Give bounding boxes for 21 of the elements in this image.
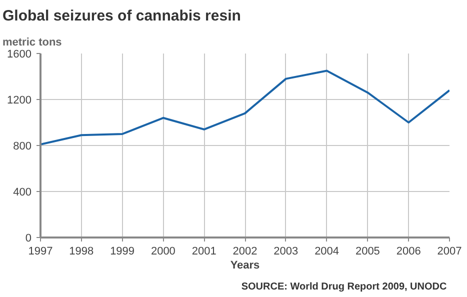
y-tick-label: 800: [13, 140, 32, 152]
x-tick-label: 2001: [192, 246, 216, 258]
y-tick-label: 400: [13, 186, 32, 198]
x-tick-label: 1998: [69, 246, 94, 258]
x-tick-label: 1997: [28, 246, 53, 258]
x-tick-label: 1999: [110, 246, 135, 258]
chart-title: Global seizures of cannabis resin: [2, 8, 241, 24]
x-tick-label: 2004: [314, 246, 340, 258]
y-tick-label: 1200: [7, 94, 32, 106]
line-series: [40, 70, 450, 146]
y-tick-label: 0: [25, 232, 32, 244]
source-note: SOURCE: World Drug Report 2009, UNODC: [241, 282, 447, 292]
x-tick-label: 2007: [437, 246, 462, 258]
x-tick-label: 2003: [274, 246, 298, 258]
x-tick-label: 2005: [355, 246, 380, 258]
x-tick-label: 2000: [150, 246, 176, 258]
x-tick-label: 2006: [396, 246, 421, 258]
x-axis-title: Years: [230, 260, 260, 272]
y-tick-label: 1600: [7, 48, 32, 60]
y-axis-title: metric tons: [2, 36, 62, 48]
x-tick-label: 2002: [232, 246, 258, 258]
